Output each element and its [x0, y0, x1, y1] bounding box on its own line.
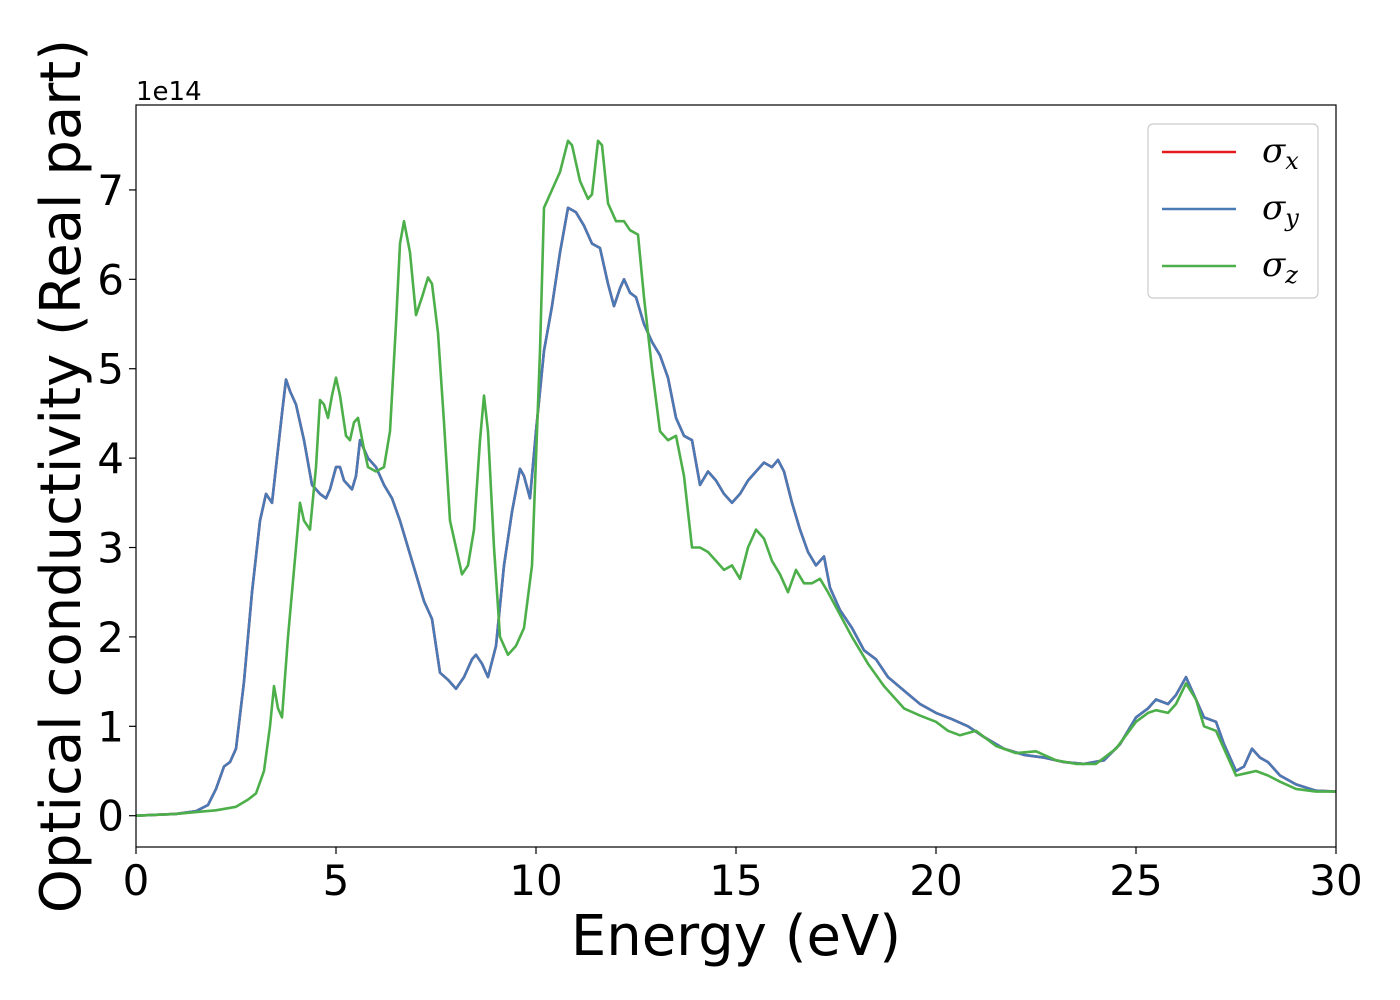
x-axis-ticks: 0 5 10 15 20 25 30 [123, 847, 1363, 905]
x-tick-label: 20 [909, 856, 962, 905]
legend-label-x: σx [1262, 131, 1299, 175]
x-tick-label: 15 [709, 856, 762, 905]
series-line-y [135, 206, 1337, 817]
legend-label-z: σz [1262, 245, 1298, 289]
legend-label-y: σy [1262, 188, 1299, 232]
legend-box [1147, 123, 1319, 299]
y-tick-label: 2 [97, 613, 124, 662]
y-tick-label: 1 [97, 702, 124, 751]
y-tick-label: 6 [97, 255, 124, 304]
y-tick-label: 3 [97, 524, 124, 573]
x-tick-label: 25 [1109, 856, 1162, 905]
y-tick-label: 4 [97, 434, 124, 483]
x-tick-label: 30 [1309, 856, 1362, 905]
y-axis-title: Optical conductivity (Real part) [29, 39, 94, 913]
plot-area [135, 139, 1337, 817]
x-axis-title: Energy (eV) [571, 904, 901, 969]
x-tick-label: 10 [509, 856, 562, 905]
series-line-z [135, 139, 1336, 817]
y-axis-offset-label: 1e14 [136, 77, 202, 107]
y-tick-label: 5 [97, 345, 124, 394]
y-tick-label: 0 [97, 792, 124, 841]
y-tick-label: 7 [97, 166, 124, 215]
series-line-x [135, 206, 1337, 817]
x-tick-label: 0 [123, 856, 150, 905]
y-axis-ticks: 0 1 2 3 4 5 6 7 [97, 166, 136, 841]
x-tick-label: 5 [323, 856, 350, 905]
legend: σx σy σz [1147, 123, 1319, 299]
